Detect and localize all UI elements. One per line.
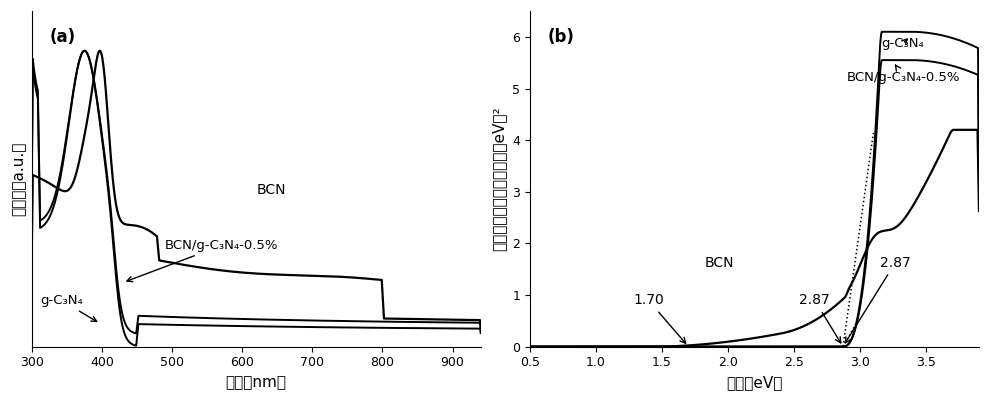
Text: (a): (a) [50,28,76,46]
X-axis label: 波长（nm）: 波长（nm） [226,375,287,390]
X-axis label: 光能（eV）: 光能（eV） [726,375,783,390]
Text: 1.70: 1.70 [633,293,686,343]
Text: BCN/g-C₃N₄-0.5%: BCN/g-C₃N₄-0.5% [847,65,960,84]
Text: BCN: BCN [704,255,734,269]
Y-axis label: 吸光度（a.u.）: 吸光度（a.u.） [11,142,26,216]
Text: 2.87: 2.87 [845,255,911,343]
Text: g-C₃N₄: g-C₃N₄ [881,37,924,50]
Text: 2.87: 2.87 [799,293,841,343]
Text: g-C₃N₄: g-C₃N₄ [40,294,97,322]
Text: BCN: BCN [256,183,286,197]
Text: (b): (b) [548,28,575,46]
Text: BCN/g-C₃N₄-0.5%: BCN/g-C₃N₄-0.5% [127,239,278,282]
Y-axis label: 光能与吸光度乘积的平方（eV）²: 光能与吸光度乘积的平方（eV）² [492,107,507,251]
